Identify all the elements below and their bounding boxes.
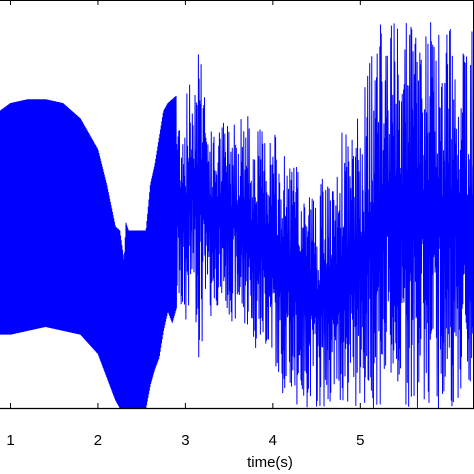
x-tick-labels: 1 2 3 4 5	[6, 432, 364, 449]
x-axis-label: time(s)	[247, 454, 293, 471]
x-tick-label: 5	[356, 432, 364, 449]
plot-area	[0, 22, 474, 409]
series-line	[0, 22, 474, 409]
x-tick-label: 3	[181, 432, 189, 449]
x-tick-label: 1	[6, 432, 14, 449]
x-tick-label: 2	[94, 432, 102, 449]
x-tick-label: 4	[269, 432, 277, 449]
